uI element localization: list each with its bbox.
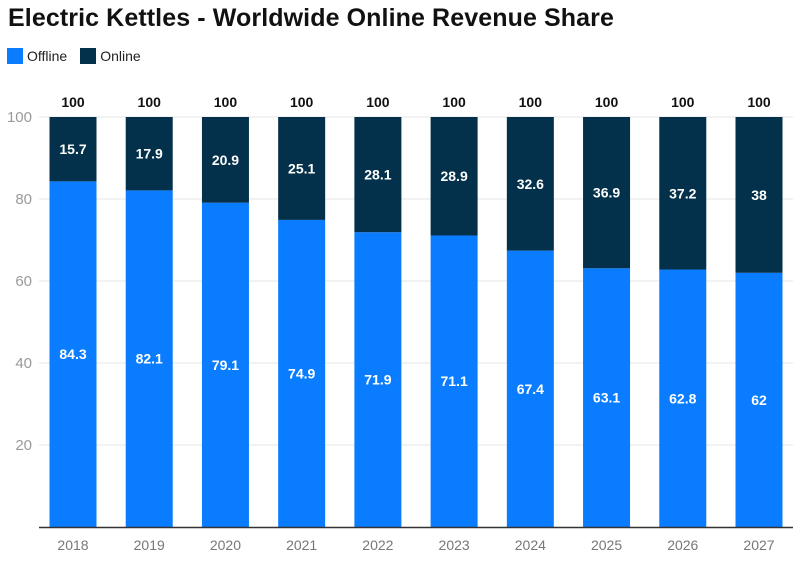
total-label-2019: 100 bbox=[138, 94, 162, 110]
x-tick-label-2025: 2025 bbox=[591, 537, 622, 553]
y-tick-label-20: 20 bbox=[15, 437, 32, 454]
x-tick-label-2018: 2018 bbox=[57, 537, 88, 553]
bar-online-2021 bbox=[278, 117, 326, 220]
total-label-2023: 100 bbox=[442, 94, 466, 110]
data-label-online-2025: 36.9 bbox=[593, 185, 620, 201]
x-tick-label-2023: 2023 bbox=[439, 537, 470, 553]
y-tick-label-40: 40 bbox=[15, 355, 32, 372]
data-label-online-2020: 20.9 bbox=[212, 152, 239, 168]
data-label-online-2023: 28.9 bbox=[440, 168, 467, 184]
data-label-offline-2023: 71.1 bbox=[440, 373, 467, 389]
data-label-offline-2024: 67.4 bbox=[517, 381, 544, 397]
legend-item-online[interactable]: Online bbox=[80, 48, 141, 64]
bar-online-2020 bbox=[201, 117, 249, 203]
bar-online-2026 bbox=[659, 117, 707, 270]
bar-offline-2018 bbox=[49, 181, 97, 527]
bars bbox=[49, 117, 783, 528]
data-label-offline-2027: 62 bbox=[751, 392, 767, 408]
data-label-online-2021: 25.1 bbox=[288, 160, 315, 176]
bar-offline-2027 bbox=[735, 272, 783, 527]
total-label-2024: 100 bbox=[519, 94, 543, 110]
bar-offline-2021 bbox=[278, 219, 326, 527]
data-label-offline-2019: 82.1 bbox=[136, 351, 163, 367]
data-label-online-2026: 37.2 bbox=[669, 185, 696, 201]
data-label-online-2018: 15.7 bbox=[59, 141, 86, 157]
x-tick-label-2019: 2019 bbox=[134, 537, 165, 553]
y-tick-label-80: 80 bbox=[15, 191, 32, 208]
x-tick-label-2021: 2021 bbox=[286, 537, 317, 553]
data-label-online-2019: 17.9 bbox=[136, 146, 163, 162]
data-label-online-2024: 32.6 bbox=[517, 176, 544, 192]
data-label-offline-2022: 71.9 bbox=[364, 372, 391, 388]
y-axis: 20 40 60 80 100 bbox=[7, 109, 32, 454]
bar-online-2019 bbox=[125, 117, 173, 191]
legend-swatch-online bbox=[80, 48, 97, 64]
bar-offline-2023 bbox=[430, 235, 478, 528]
bar-offline-2024 bbox=[506, 250, 554, 527]
bar-online-2023 bbox=[430, 117, 478, 236]
data-label-offline-2021: 74.9 bbox=[288, 365, 315, 381]
data-labels: 84.3 15.7 100 82.1 17.9 100 79.1 20.9 100 74.9 25.… bbox=[59, 94, 771, 408]
x-tick-label-2026: 2026 bbox=[667, 537, 698, 553]
y-tick-label-100: 100 bbox=[7, 109, 32, 126]
bar-offline-2022 bbox=[354, 232, 402, 527]
total-label-2025: 100 bbox=[595, 94, 619, 110]
x-tick-label-2022: 2022 bbox=[362, 537, 393, 553]
legend: Offline Online bbox=[7, 48, 154, 64]
bar-online-2027 bbox=[735, 117, 783, 273]
bar-offline-2026 bbox=[659, 269, 707, 527]
total-label-2026: 100 bbox=[671, 94, 695, 110]
data-label-offline-2018: 84.3 bbox=[59, 346, 86, 362]
total-label-2018: 100 bbox=[61, 94, 85, 110]
total-label-2022: 100 bbox=[366, 94, 390, 110]
bar-offline-2025 bbox=[583, 268, 631, 527]
bar-online-2024 bbox=[506, 117, 554, 251]
total-label-2027: 100 bbox=[747, 94, 771, 110]
data-label-online-2022: 28.1 bbox=[364, 167, 391, 183]
data-label-offline-2026: 62.8 bbox=[669, 390, 696, 406]
legend-label-offline: Offline bbox=[27, 48, 68, 64]
bar-offline-2019 bbox=[125, 190, 173, 527]
bar-online-2022 bbox=[354, 117, 402, 233]
bar-online-2025 bbox=[583, 117, 631, 269]
x-tick-label-2020: 2020 bbox=[210, 537, 241, 553]
total-label-2021: 100 bbox=[290, 94, 314, 110]
x-axis: 2018 2019 2020 2021 2022 2023 2024 2025 2026 2027 bbox=[39, 526, 793, 553]
legend-swatch-offline bbox=[7, 48, 23, 64]
data-label-offline-2025: 63.1 bbox=[593, 390, 620, 406]
legend-label-online: Online bbox=[100, 48, 141, 64]
data-label-offline-2020: 79.1 bbox=[212, 357, 239, 373]
x-tick-label-2024: 2024 bbox=[515, 537, 546, 553]
bar-offline-2020 bbox=[201, 202, 249, 527]
y-tick-label-60: 60 bbox=[15, 273, 32, 290]
x-tick-label-2027: 2027 bbox=[743, 537, 774, 553]
data-label-online-2027: 38 bbox=[751, 187, 767, 203]
total-label-2020: 100 bbox=[214, 94, 238, 110]
legend-item-offline[interactable]: Offline bbox=[7, 48, 67, 64]
chart-title: Electric Kettles - Worldwide Online Reve… bbox=[8, 4, 614, 32]
bar-online-2018 bbox=[49, 117, 97, 182]
